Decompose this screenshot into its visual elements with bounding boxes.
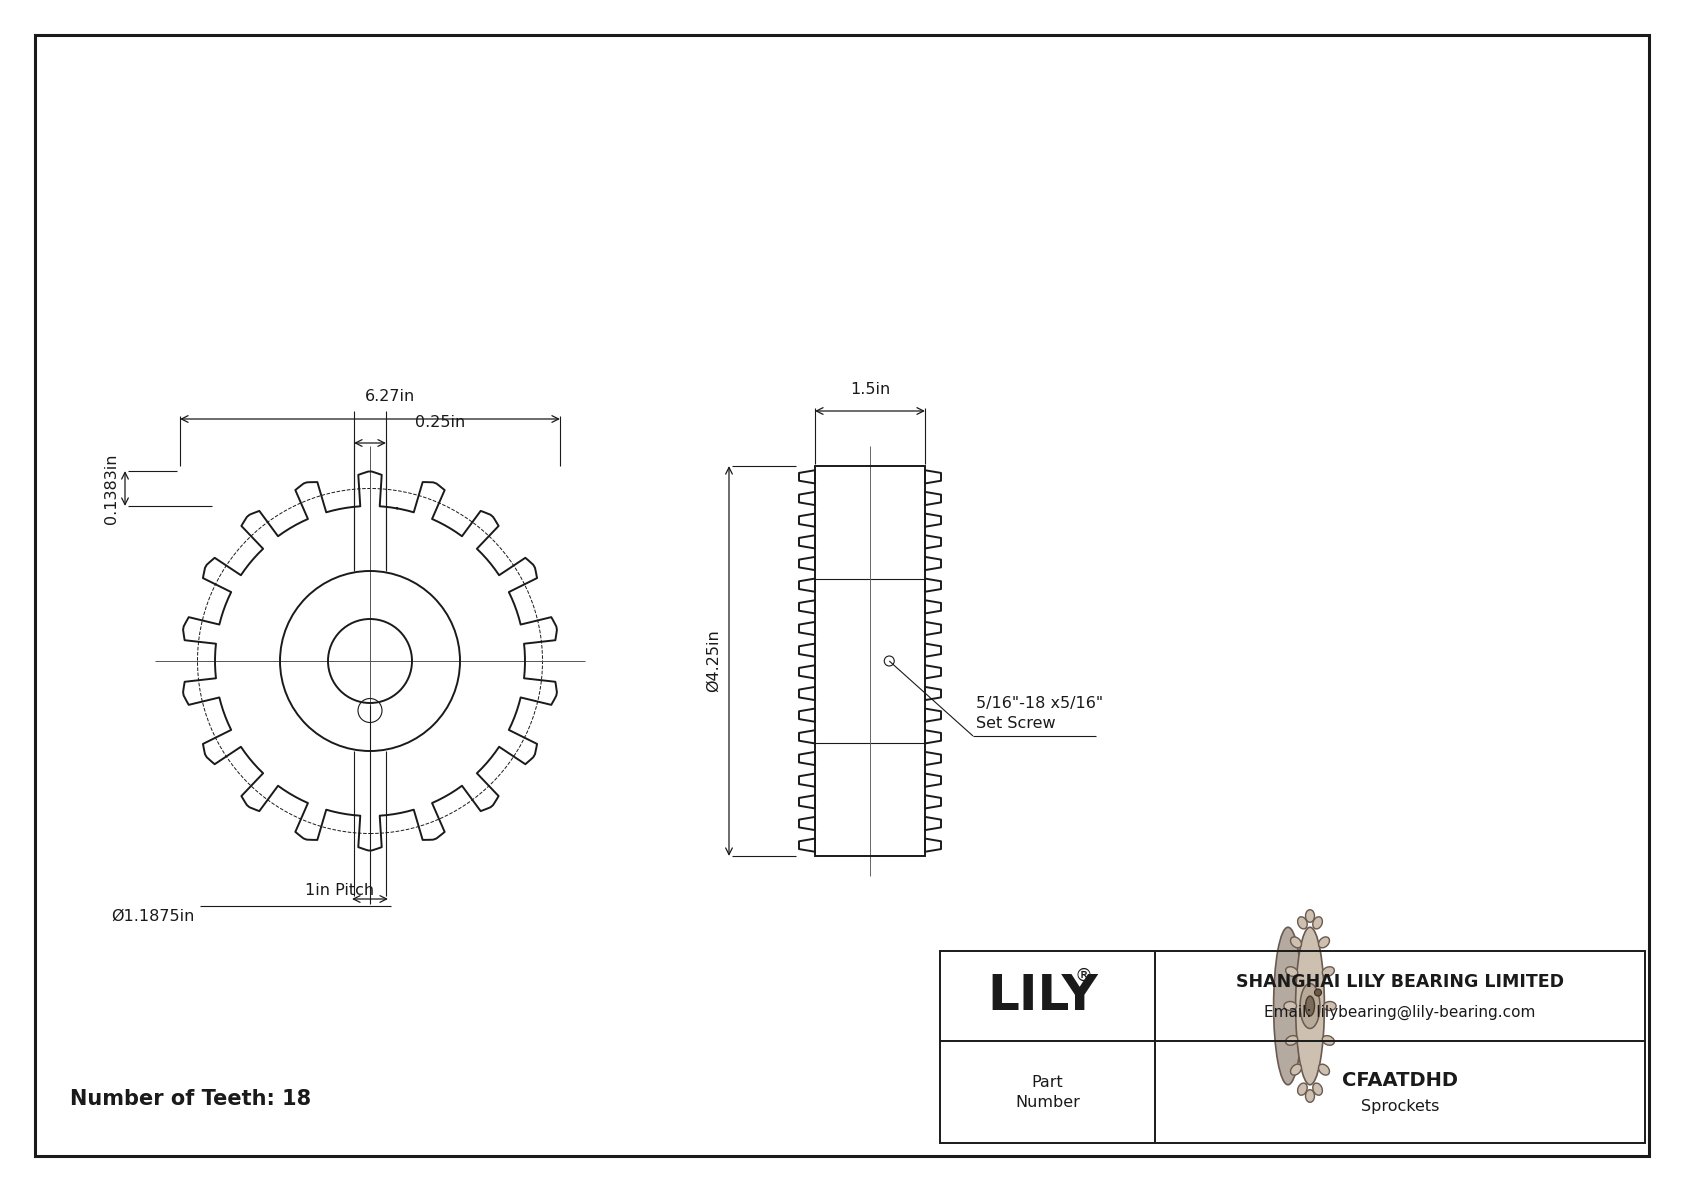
Ellipse shape <box>1305 1090 1315 1103</box>
Ellipse shape <box>1285 967 1298 977</box>
Text: 1.5in: 1.5in <box>850 382 891 397</box>
Bar <box>815 466 925 856</box>
Text: 6.27in: 6.27in <box>365 389 416 404</box>
Text: 1in Pitch: 1in Pitch <box>305 883 374 898</box>
Ellipse shape <box>1322 1036 1334 1046</box>
Ellipse shape <box>1314 917 1322 929</box>
Ellipse shape <box>1324 1002 1335 1010</box>
Text: LILY: LILY <box>987 972 1098 1021</box>
Circle shape <box>1315 989 1322 996</box>
Ellipse shape <box>1283 1002 1297 1010</box>
Text: Sprockets: Sprockets <box>1361 1098 1440 1114</box>
Ellipse shape <box>1314 1083 1322 1096</box>
Ellipse shape <box>1319 937 1329 948</box>
Ellipse shape <box>1298 917 1307 929</box>
Text: 0.25in: 0.25in <box>414 414 465 430</box>
Text: Number of Teeth: 18: Number of Teeth: 18 <box>71 1089 312 1109</box>
Text: ®: ® <box>1074 967 1093 985</box>
Ellipse shape <box>1319 1065 1329 1075</box>
Ellipse shape <box>1295 928 1324 1085</box>
Text: Set Screw: Set Screw <box>977 716 1056 731</box>
Ellipse shape <box>1300 984 1320 1029</box>
Text: 0.1383in: 0.1383in <box>104 454 120 524</box>
Text: CFAATDHD: CFAATDHD <box>1342 1071 1458 1090</box>
Text: 5/16"-18 x5/16": 5/16"-18 x5/16" <box>977 696 1103 711</box>
Ellipse shape <box>1305 910 1315 922</box>
Ellipse shape <box>1273 928 1302 1085</box>
Ellipse shape <box>1290 1065 1302 1075</box>
Text: SHANGHAI LILY BEARING LIMITED: SHANGHAI LILY BEARING LIMITED <box>1236 973 1564 991</box>
Ellipse shape <box>1322 967 1334 977</box>
Text: Number: Number <box>1015 1095 1079 1110</box>
Text: Ø4.25in: Ø4.25in <box>706 630 721 692</box>
Ellipse shape <box>1285 1036 1298 1046</box>
Ellipse shape <box>1290 937 1302 948</box>
Text: Ø1.1875in: Ø1.1875in <box>111 909 195 924</box>
Text: Email: lilybearing@lily-bearing.com: Email: lilybearing@lily-bearing.com <box>1265 1004 1536 1019</box>
Ellipse shape <box>1298 1083 1307 1096</box>
Ellipse shape <box>1305 996 1315 1016</box>
Text: Part: Part <box>1032 1074 1063 1090</box>
Bar <box>940 950 1645 1143</box>
